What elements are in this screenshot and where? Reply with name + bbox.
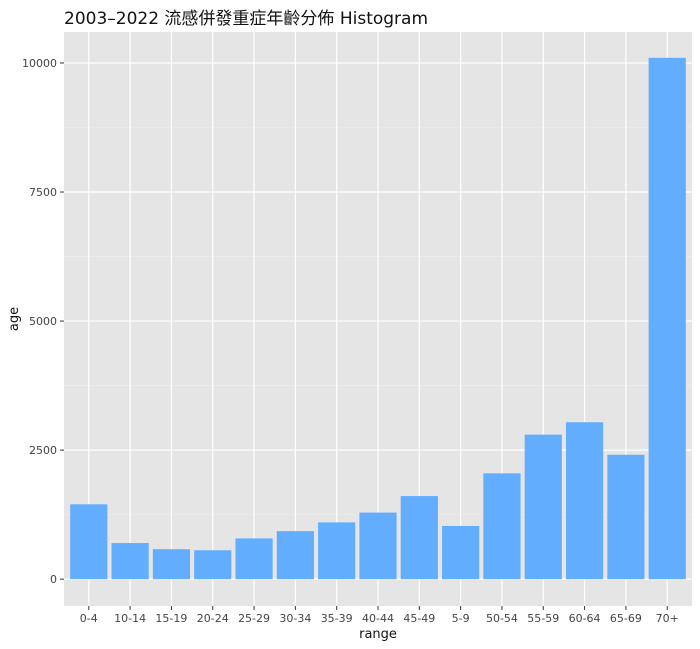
bar-50-54	[483, 473, 521, 580]
y-tick-label: 0	[50, 573, 57, 586]
x-tick-label: 50-54	[486, 612, 518, 625]
x-tick-label: 5-9	[452, 612, 470, 625]
chart-title: 2003–2022 流感併發重症年齡分佈 Histogram	[64, 9, 429, 29]
x-tick-label: 60-64	[569, 612, 601, 625]
x-tick-label: 20-24	[197, 612, 229, 625]
bar-25-29	[235, 538, 273, 580]
bar-40-44	[359, 512, 397, 580]
y-tick-label: 10000	[22, 57, 57, 70]
x-tick-label: 30-34	[279, 612, 311, 625]
x-tick-label: 10-14	[114, 612, 146, 625]
x-tick-label: 35-39	[321, 612, 353, 625]
x-tick-label: 45-49	[403, 612, 435, 625]
bar-15-19	[152, 549, 191, 580]
x-tick-label: 55-59	[527, 612, 559, 625]
bar-0-4	[70, 504, 108, 580]
x-axis-title: range	[359, 627, 397, 642]
x-tick-label: 40-44	[362, 612, 394, 625]
x-axis: 0-4 10-14 15-19 20-24 25-29 30-34 35-39 40-44 45…	[80, 606, 679, 625]
bar-30-34	[276, 531, 314, 580]
y-axis: 0 2500 5000 7500 10000	[22, 57, 64, 586]
x-tick-label: 15-19	[155, 612, 187, 625]
bar-65-69	[607, 454, 645, 580]
x-tick-label: 25-29	[238, 612, 270, 625]
bar-10-14	[111, 543, 149, 580]
bar-55-59	[524, 434, 562, 580]
bar-35-39	[318, 522, 356, 580]
bar-45-49	[400, 496, 438, 580]
x-tick-label: 65-69	[610, 612, 642, 625]
bar-5-9	[442, 525, 480, 580]
y-tick-label: 2500	[29, 444, 57, 457]
bar-60-64	[565, 422, 604, 580]
x-tick-label: 70+	[656, 612, 679, 625]
y-tick-label: 5000	[29, 315, 57, 328]
y-tick-label: 7500	[29, 186, 57, 199]
bars	[70, 57, 686, 580]
x-tick-label: 0-4	[80, 612, 98, 625]
bar-20-24	[194, 550, 232, 580]
bar-70+	[648, 57, 686, 580]
y-axis-title: age	[7, 307, 22, 331]
